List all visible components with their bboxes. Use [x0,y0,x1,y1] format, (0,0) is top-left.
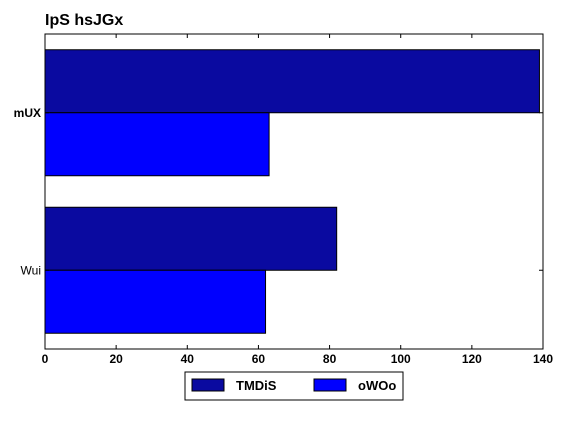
plot-area: 0 20 40 60 80 100 120 140 mUX Wui [14,33,553,366]
x-tick-label: 120 [462,352,482,366]
bar-oWOo-Wui [44,269,267,334]
y-tick-label: Wui [21,263,41,277]
legend: TMDiS oWOo [184,371,404,401]
x-tick-label: 60 [252,352,266,366]
x-tick-label: 20 [109,352,123,366]
x-tick-label: 80 [323,352,337,366]
legend-label: TMDiS [236,378,277,393]
x-tick-label: 100 [391,352,411,366]
bar-TMDiS-mUX [44,49,540,114]
bar-TMDiS-Wui [44,206,338,271]
y-tick-label: mUX [14,106,41,120]
legend-swatch [313,378,347,392]
chart-title: IpS hsJGx [45,12,123,29]
x-tick-label: 40 [181,352,195,366]
plot-frame [44,33,544,350]
bar-oWOo-mUX [44,112,270,177]
x-tick-label: 0 [42,352,49,366]
legend-swatch [191,378,225,392]
legend-label: oWOo [358,378,396,393]
x-tick-label: 140 [533,352,553,366]
